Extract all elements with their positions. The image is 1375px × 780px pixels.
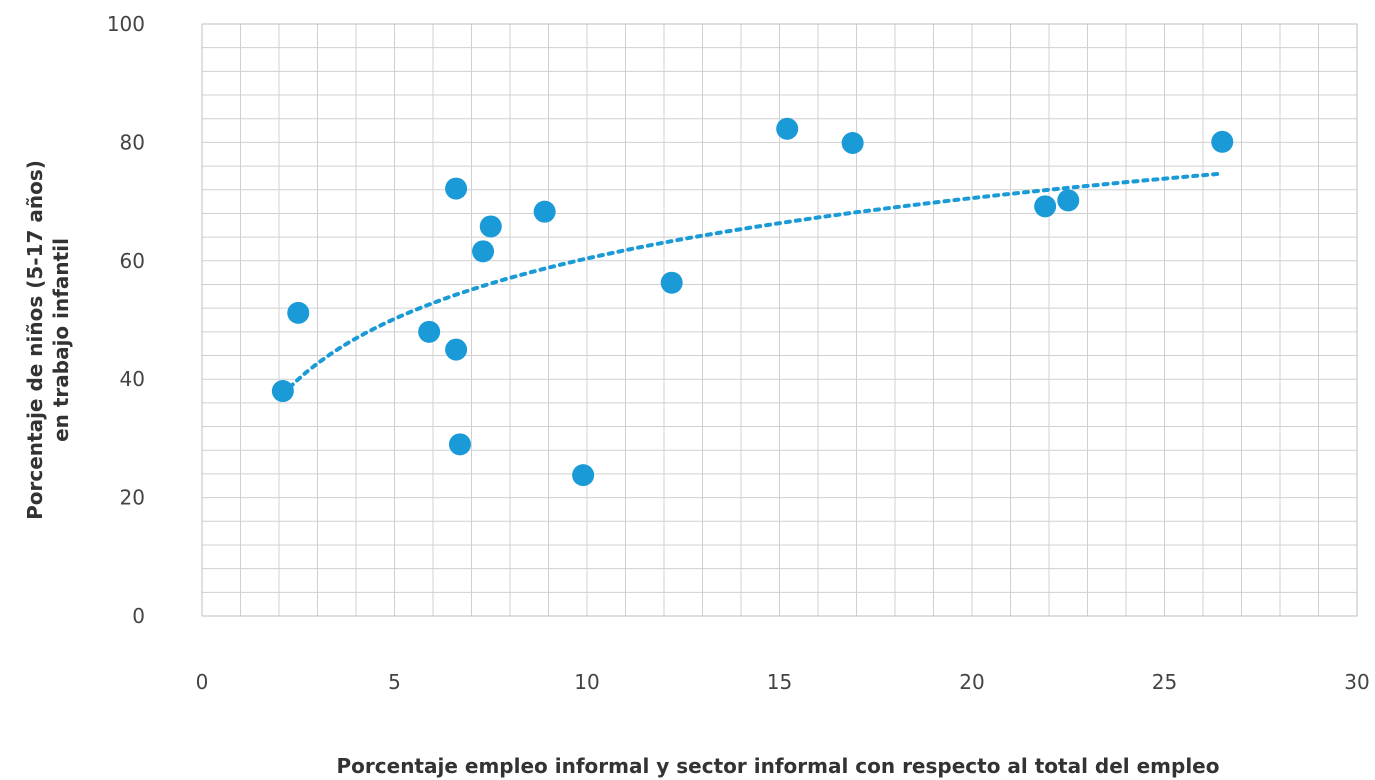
y-axis-title: Porcentaje de niños (5-17 años) en traba… xyxy=(23,160,73,520)
data-point xyxy=(479,215,502,238)
data-point xyxy=(1211,130,1234,153)
x-tick-label: 15 xyxy=(767,670,792,694)
data-point xyxy=(533,200,556,223)
data-point xyxy=(776,117,799,140)
data-point xyxy=(445,177,468,200)
y-tick-label: 20 xyxy=(120,486,145,510)
x-axis-title: Porcentaje empleo informal y sector info… xyxy=(337,754,1220,778)
grid xyxy=(201,23,1358,617)
data-point xyxy=(472,240,495,263)
plot-area-border xyxy=(201,23,1358,617)
y-tick-label: 100 xyxy=(107,12,145,36)
y-tick-label: 40 xyxy=(120,367,145,391)
data-point xyxy=(418,320,441,343)
trendline xyxy=(280,171,1221,397)
x-tick-label: 5 xyxy=(388,670,401,694)
data-point xyxy=(448,433,471,456)
data-point xyxy=(271,380,294,403)
data-point xyxy=(572,464,595,487)
x-tick-label: 30 xyxy=(1344,670,1369,694)
data-point xyxy=(1057,189,1080,212)
data-point xyxy=(841,131,864,154)
y-axis-title-line-2: en trabajo infantil xyxy=(49,238,73,442)
x-tick-label: 20 xyxy=(959,670,984,694)
x-tick-label: 25 xyxy=(1152,670,1177,694)
data-point xyxy=(660,271,683,294)
y-axis-title-line-1: Porcentaje de niños (5-17 años) xyxy=(23,160,47,520)
y-tick-label: 0 xyxy=(132,604,145,628)
x-tick-label: 10 xyxy=(574,670,599,694)
data-point xyxy=(287,301,310,324)
data-points xyxy=(271,117,1234,487)
data-point xyxy=(445,338,468,361)
y-tick-label: 60 xyxy=(120,249,145,273)
x-tick-label: 0 xyxy=(196,670,209,694)
data-point xyxy=(1034,195,1057,218)
y-tick-label: 80 xyxy=(120,130,145,154)
y-axis-tick-labels: 0 20 40 60 80 100 xyxy=(107,12,145,628)
x-axis-tick-labels: 0 5 10 15 20 25 30 xyxy=(196,670,1370,694)
